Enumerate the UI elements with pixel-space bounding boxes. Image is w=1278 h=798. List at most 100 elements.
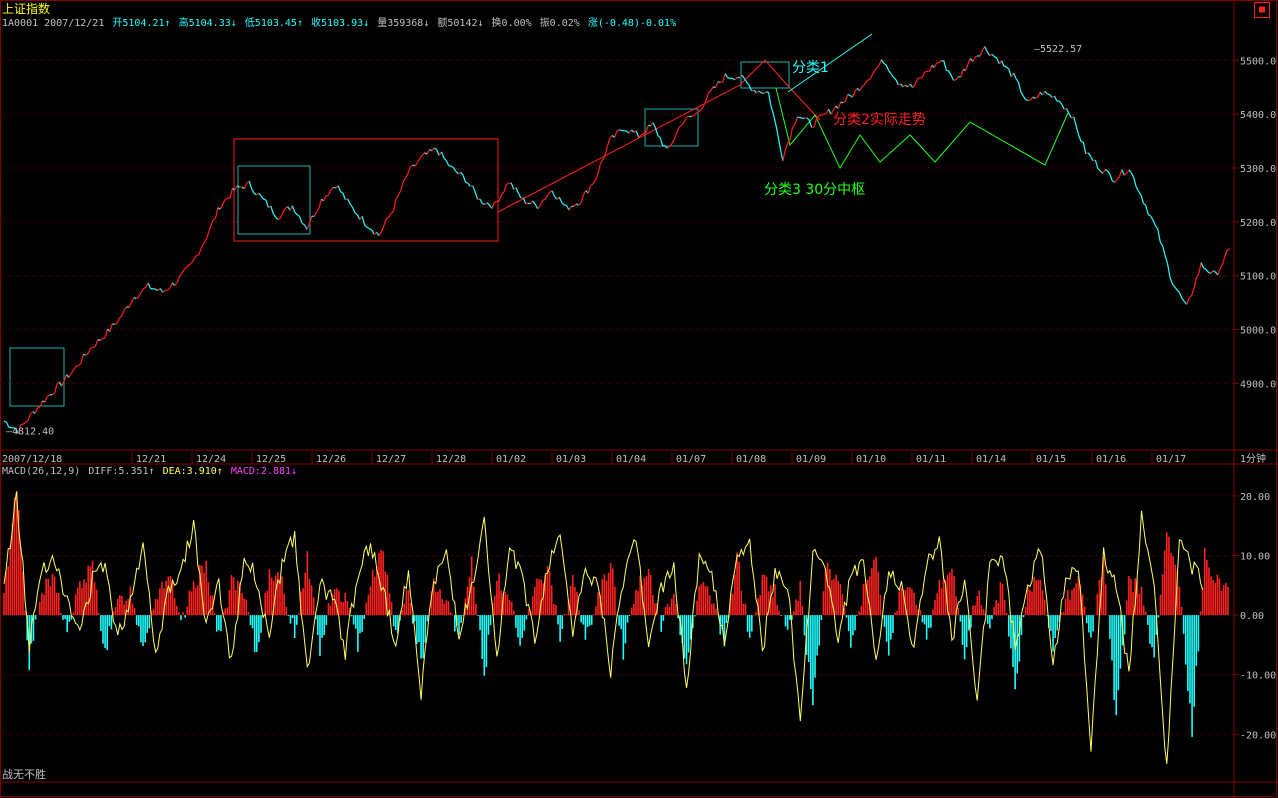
price-segment bbox=[558, 196, 563, 203]
price-segment bbox=[619, 129, 622, 132]
price-segment bbox=[669, 142, 673, 147]
price-segment bbox=[847, 94, 851, 97]
price-segment bbox=[94, 339, 99, 347]
price-segment bbox=[1094, 159, 1099, 169]
price-segment bbox=[318, 199, 322, 209]
price-segment bbox=[609, 135, 613, 139]
price-segment bbox=[1152, 220, 1157, 227]
price-segment bbox=[234, 185, 238, 191]
price-segment bbox=[1217, 267, 1221, 276]
volume-value: 量359368↓ bbox=[377, 18, 430, 29]
price-segment bbox=[828, 108, 832, 115]
macd-tick-label: 20.00 bbox=[1240, 492, 1270, 503]
price-segment bbox=[130, 297, 135, 304]
price-segment bbox=[1058, 100, 1063, 105]
price-segment bbox=[741, 74, 745, 79]
macd-name: MACD(26,12,9) bbox=[2, 466, 81, 477]
price-segment bbox=[1102, 169, 1106, 174]
price-segment bbox=[546, 191, 551, 197]
price-segment bbox=[378, 231, 382, 237]
price-segment bbox=[361, 216, 366, 226]
price-segment bbox=[573, 203, 577, 207]
price-segment bbox=[275, 216, 279, 221]
price-segment bbox=[679, 124, 683, 128]
price-segment bbox=[380, 225, 385, 232]
price-segment bbox=[337, 185, 342, 192]
price-segment bbox=[1053, 95, 1058, 102]
price-segment bbox=[1222, 255, 1226, 264]
price-segment bbox=[883, 62, 887, 66]
price-segment bbox=[53, 384, 58, 394]
price-segment bbox=[1130, 172, 1135, 179]
price-segment bbox=[1123, 172, 1127, 176]
price-segment bbox=[222, 199, 226, 205]
price-segment bbox=[888, 70, 892, 75]
price-segment bbox=[659, 137, 664, 146]
price-segment bbox=[594, 174, 599, 181]
price-segment bbox=[155, 288, 159, 292]
close-button[interactable]: ■ bbox=[1254, 2, 1270, 18]
price-tick-label: 4900.0 bbox=[1240, 379, 1276, 390]
date-label: 12/25 bbox=[256, 454, 286, 465]
footer-text: 战无不胜 bbox=[2, 768, 46, 781]
price-segment bbox=[974, 55, 978, 58]
price-segment bbox=[522, 197, 527, 204]
macd-tick-label: 0.00 bbox=[1240, 611, 1264, 622]
price-segment bbox=[1203, 267, 1207, 270]
annotation-box bbox=[644, 108, 699, 147]
price-segment bbox=[277, 217, 281, 221]
price-segment bbox=[652, 122, 657, 129]
price-segment bbox=[1133, 177, 1137, 188]
price-segment bbox=[1143, 202, 1147, 207]
price-segment bbox=[854, 87, 858, 92]
annotation-label: 分类1 bbox=[792, 60, 829, 76]
date-label: 01/10 bbox=[856, 454, 886, 465]
price-segment bbox=[390, 210, 394, 214]
price-segment bbox=[777, 135, 782, 150]
price-segment bbox=[147, 282, 152, 289]
price-segment bbox=[746, 81, 750, 86]
price-segment bbox=[539, 200, 544, 206]
price-segment bbox=[667, 145, 671, 149]
price-segment bbox=[236, 185, 240, 188]
price-segment bbox=[1049, 94, 1053, 98]
price-segment bbox=[212, 217, 216, 221]
price-segment bbox=[414, 162, 418, 167]
annotation-box bbox=[237, 165, 311, 235]
high-label: —5522.57 bbox=[1034, 44, 1082, 55]
price-segment bbox=[404, 173, 409, 179]
price-segment bbox=[491, 202, 495, 209]
price-segment bbox=[758, 90, 762, 94]
price-segment bbox=[544, 195, 548, 200]
price-segment bbox=[941, 60, 945, 62]
price-segment bbox=[1006, 66, 1010, 70]
price-segment bbox=[354, 212, 358, 216]
price-segment bbox=[3, 420, 7, 423]
low-value: 低5103.45↑ bbox=[244, 18, 303, 29]
price-segment bbox=[830, 109, 834, 115]
price-segment bbox=[799, 116, 803, 119]
price-segment bbox=[1010, 72, 1015, 78]
turnover-value: 换0.00% bbox=[491, 18, 532, 29]
price-segment bbox=[340, 191, 344, 194]
price-segment bbox=[224, 197, 228, 201]
price-segment bbox=[674, 131, 678, 139]
date-label: 12/26 bbox=[316, 454, 346, 465]
price-segment bbox=[1157, 229, 1161, 243]
price-segment bbox=[794, 117, 798, 125]
price-segment bbox=[657, 135, 661, 139]
price-segment bbox=[1154, 225, 1159, 230]
price-segment bbox=[78, 363, 82, 367]
price-segment bbox=[734, 77, 738, 81]
date-label: 12/21 bbox=[136, 454, 166, 465]
price-segment bbox=[568, 206, 572, 211]
price-segment bbox=[85, 353, 89, 356]
date-label: 01/04 bbox=[616, 454, 646, 465]
price-segment bbox=[58, 381, 63, 387]
price-segment bbox=[462, 175, 467, 183]
price-segment bbox=[943, 60, 947, 71]
price-segment bbox=[207, 225, 212, 234]
price-segment bbox=[1063, 108, 1067, 110]
price-segment bbox=[996, 57, 1000, 65]
price-segment bbox=[402, 177, 406, 183]
